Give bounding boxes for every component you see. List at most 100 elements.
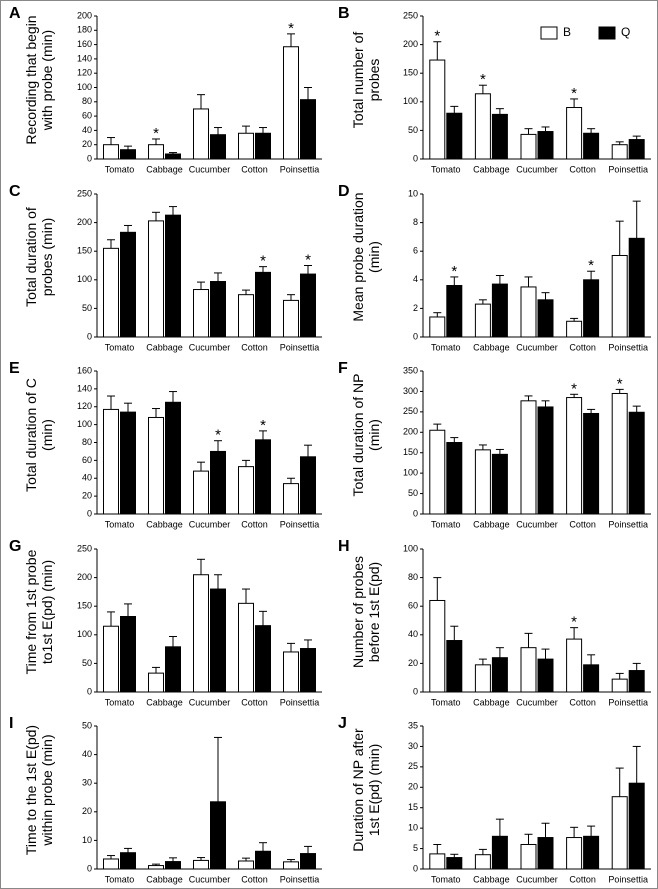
error-bar: [632, 405, 641, 413]
error-bar: [495, 108, 504, 115]
error-bar: [304, 638, 312, 649]
x-tick-label: Cucumber: [189, 697, 231, 707]
y-tick-label: 30: [82, 778, 92, 788]
bar: [429, 429, 446, 515]
significance-mark: *: [288, 20, 294, 37]
error-bar: [259, 842, 267, 852]
error-bar: [524, 833, 533, 845]
y-tick-label: 2: [413, 302, 418, 312]
error-bar: [433, 41, 442, 61]
y-tick-label: 140: [77, 53, 92, 63]
bar: [520, 843, 537, 870]
x-tick-label: Cotton: [569, 164, 596, 174]
chart: 0 20 40 60 80 100 Tomato Cabbage Cucumber Cotton P…: [403, 543, 651, 707]
y-axis-title: Time to the 1st E(pd) within probe (min): [23, 724, 55, 855]
y-tick-label: 100: [403, 96, 418, 106]
bar: [193, 859, 209, 870]
y-tick-label: 0: [413, 863, 418, 873]
bar: [193, 288, 209, 338]
panel-label: F: [338, 360, 348, 377]
y-tick-label: 60: [82, 110, 92, 120]
panel-label: C: [9, 182, 21, 200]
error-bar: [304, 264, 312, 274]
x-tick-label: Cabbage: [146, 164, 183, 174]
x-tick-label: Cotton: [241, 164, 268, 174]
bar: [300, 456, 316, 515]
error-bar: [495, 646, 504, 658]
y-tick-label: 20: [82, 139, 92, 149]
bar: [238, 293, 254, 337]
bar: [474, 854, 491, 870]
x-tick-label: Poinsettia: [608, 874, 648, 884]
error-bar: [107, 238, 115, 248]
error-bar: [124, 847, 132, 853]
x-tick-label: Cucumber: [189, 164, 231, 174]
y-tick-label: 200: [77, 10, 92, 20]
y-tick-label: 140: [77, 383, 92, 393]
bar: [165, 153, 181, 160]
y-tick-label: 60: [82, 455, 92, 465]
error-bar: [587, 825, 596, 837]
bar: [520, 646, 537, 692]
x-tick-label: Cabbage: [473, 519, 510, 529]
bar: [446, 112, 463, 160]
panel: 0 50 100 150 200 250 Tomato Cabbage Cucumber Cott…: [1, 534, 330, 711]
y-tick-label: 100: [77, 274, 92, 284]
y-tick-label: 0: [413, 686, 418, 696]
error-bar: [450, 275, 459, 286]
bar: [611, 678, 628, 693]
error-bar: [107, 610, 115, 626]
error-bar: [541, 648, 550, 659]
bar: [429, 59, 446, 160]
y-tick-label: 250: [403, 10, 418, 20]
x-tick-label: Cotton: [241, 342, 268, 352]
bar: [429, 853, 446, 870]
x-tick-label: Cabbage: [146, 519, 183, 529]
error-bar: [570, 826, 579, 838]
panel-label: A: [9, 5, 21, 22]
significance-mark: *: [153, 125, 159, 142]
bar: [283, 299, 299, 337]
y-tick-label: 250: [403, 406, 418, 416]
bar: [148, 865, 164, 870]
y-tick-label: 100: [77, 629, 92, 639]
x-tick-label: Poinsettia: [608, 164, 648, 174]
y-tick-label: 30: [408, 741, 418, 751]
y-tick-label: 150: [77, 600, 92, 610]
error-bar: [570, 317, 579, 321]
y-tick-label: 5: [413, 843, 418, 853]
bar: [429, 315, 446, 337]
error-bar: [214, 573, 222, 589]
bar: [120, 852, 136, 870]
error-bar: [615, 767, 624, 797]
significance-mark: *: [480, 71, 486, 88]
significance-mark: *: [305, 251, 311, 268]
error-bar: [304, 444, 312, 457]
bar: [120, 231, 136, 338]
bar: [491, 835, 508, 870]
error-bar: [242, 125, 250, 134]
chart: 0 20 40 60 80 100 120 140 160 Tomato Cabbage Cucumb…: [77, 365, 322, 529]
significance-mark: *: [588, 257, 594, 274]
y-tick-label: 8: [413, 216, 418, 226]
error-bar: [124, 224, 132, 232]
error-bar: [169, 635, 177, 647]
bar: [300, 273, 316, 337]
y-tick-label: 0: [87, 153, 92, 163]
error-bar: [124, 402, 132, 413]
panel: 0 10 20 30 40 50 Tomato Cabbage Cucumber Cotton Po…: [1, 711, 330, 888]
x-tick-label: Cucumber: [516, 342, 558, 352]
error-bar: [197, 281, 205, 290]
bar: [193, 108, 209, 160]
bar: [537, 837, 554, 870]
bar: [491, 656, 508, 692]
bar: [566, 320, 583, 338]
y-tick-label: 20: [408, 782, 418, 792]
bar: [283, 46, 299, 160]
y-tick-label: 100: [77, 419, 92, 429]
bar: [148, 672, 164, 692]
x-tick-label: Cucumber: [189, 874, 231, 884]
bar: [628, 782, 645, 870]
x-tick-label: Tomato: [105, 697, 135, 707]
bar: [520, 133, 537, 160]
